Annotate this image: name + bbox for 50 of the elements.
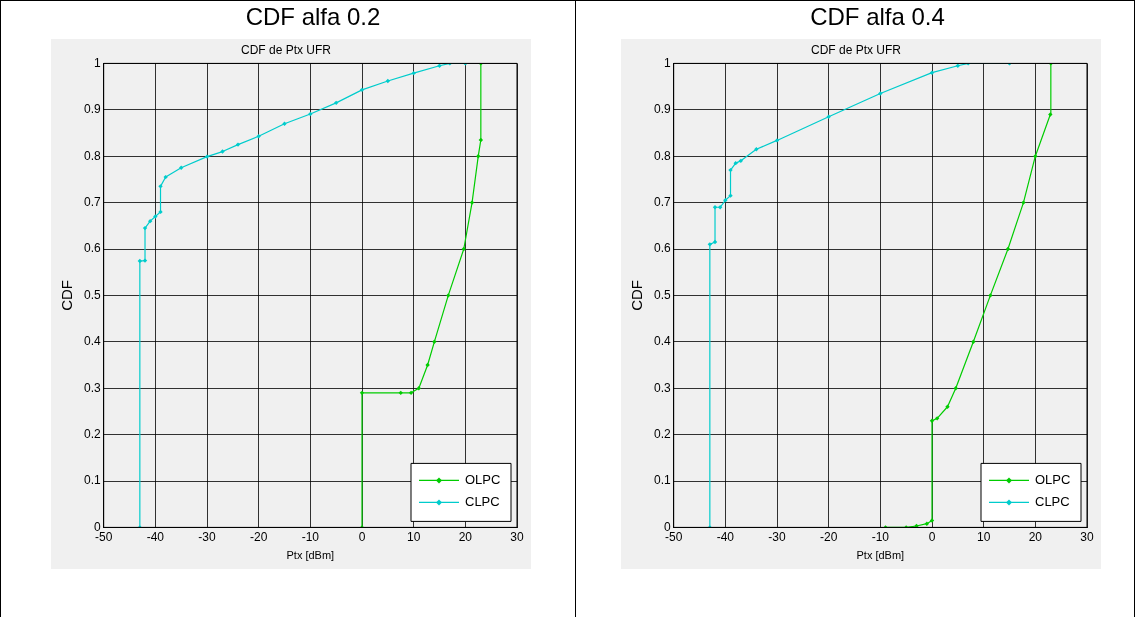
x-axis-title: Ptx [dBm] xyxy=(286,549,335,562)
x-tick-label: 0 xyxy=(928,529,936,544)
x-tick-label: -30 xyxy=(768,529,787,544)
x-tick-label: -20 xyxy=(820,529,838,544)
y-tick-label: 0.6 xyxy=(83,241,101,256)
y-tick-label: 0.7 xyxy=(653,194,671,209)
y-tick-label: 1 xyxy=(663,55,671,70)
x-tick-label: 10 xyxy=(406,529,421,544)
y-tick-label: 0.8 xyxy=(653,148,671,163)
chart-subtitle: CDF de Ptx UFR xyxy=(240,42,332,57)
y-axis-title: CDF xyxy=(628,279,646,311)
x-tick-label: -20 xyxy=(250,529,268,544)
chart-title: CDF alfa 0.2 xyxy=(244,3,382,31)
y-axis-title: CDF xyxy=(58,279,76,311)
x-tick-label: 10 xyxy=(976,529,991,544)
y-tick-label: 0 xyxy=(663,519,671,534)
y-tick-label: 0.1 xyxy=(83,473,101,488)
x-tick-label: 0 xyxy=(358,529,366,544)
x-axis-title: Ptx [dBm] xyxy=(856,549,905,562)
x-tick-label: -40 xyxy=(146,529,165,544)
x-tick-label: -10 xyxy=(871,529,890,544)
chart-title: CDF alfa 0.4 xyxy=(809,3,946,31)
legend-label: CLPC xyxy=(1035,493,1070,509)
x-tick-label: -10 xyxy=(301,529,320,544)
y-tick-label: 1 xyxy=(93,55,101,70)
legend-label: CLPC xyxy=(465,493,500,509)
y-tick-label: 0.9 xyxy=(653,102,671,117)
y-tick-label: 0.8 xyxy=(83,148,101,163)
y-tick-label: 0.3 xyxy=(83,380,101,395)
y-tick-label: 0.5 xyxy=(83,287,101,302)
x-tick-label: -40 xyxy=(716,529,735,544)
x-tick-label: -30 xyxy=(198,529,217,544)
y-tick-label: 0.7 xyxy=(83,194,101,209)
x-tick-label: 20 xyxy=(1028,529,1043,544)
y-tick-label: 0.5 xyxy=(653,287,671,302)
legend-label: OLPC xyxy=(1035,471,1071,487)
legend-label: OLPC xyxy=(465,471,501,487)
y-tick-label: 0 xyxy=(93,519,101,534)
x-tick-label: 30 xyxy=(1080,529,1094,544)
y-tick-label: 0.2 xyxy=(83,426,101,441)
x-tick-label: 30 xyxy=(510,529,524,544)
y-tick-label: 0.6 xyxy=(653,241,671,256)
x-tick-label: 20 xyxy=(458,529,473,544)
y-tick-label: 0.4 xyxy=(653,334,671,349)
y-tick-label: 0.2 xyxy=(653,426,671,441)
y-tick-label: 0.3 xyxy=(653,380,671,395)
chart-subtitle: CDF de Ptx UFR xyxy=(810,42,902,57)
y-tick-label: 0.9 xyxy=(83,102,101,117)
y-tick-label: 0.1 xyxy=(653,473,671,488)
y-tick-label: 0.4 xyxy=(83,334,101,349)
